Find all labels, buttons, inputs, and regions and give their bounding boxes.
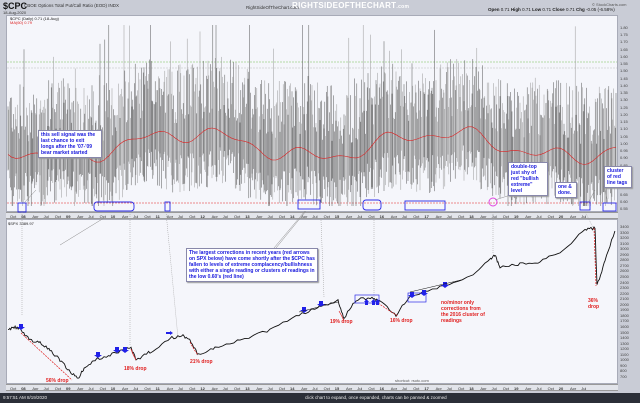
stockcharts-credit: © StockCharts.com: [592, 2, 627, 7]
drop-label-21: 21% drop: [190, 359, 213, 365]
note-sell-signal: this sell signal was the last chance to …: [38, 130, 102, 158]
drop-label-18: 18% drop: [124, 366, 147, 372]
cluster-boxes: [17, 199, 617, 213]
ma-legend: MA(60) 0.79: [10, 20, 33, 25]
site-text: RightSideOfTheChart.com: [246, 5, 299, 10]
double-top-marker: [488, 197, 498, 207]
ohlc-values: Open 0.71 High 0.71 Low 0.71 Close 0.71 …: [488, 7, 615, 12]
drop-label-19: 19% drop: [330, 319, 353, 325]
spx-series: [7, 226, 616, 379]
shortcut-url: shortcut: rsotc.com: [395, 378, 429, 383]
x-axis-bottom: Oct 08 Apr Jul Oct 09 Apr Jul Oct 10 Apr Jul Oct 11 Ap…: [6, 384, 618, 391]
note-largest-corrections: The largest corrections in recent years …: [186, 248, 318, 282]
note-double-top: double-top just shy of red "bullish extr…: [508, 162, 548, 196]
symbol-description: CBOE Options Total Put/Call Ratio (EOD) …: [24, 3, 119, 8]
expand-hint[interactable]: click chart to expand, once expanded, ch…: [305, 395, 447, 400]
chart-header: $CPC CBOE Options Total Put/Call Ratio (…: [0, 0, 640, 15]
note-one-done: one & done.: [555, 182, 577, 198]
symbol: $CPC: [3, 1, 28, 11]
drop-label-56: 56% drop: [46, 378, 69, 384]
drop-label-36: 36% drop: [588, 298, 600, 310]
spx-legend: $SPX 3389.97: [8, 221, 34, 226]
chart-date: 18-Aug-2020: [3, 10, 27, 15]
x-axis-top: Oct 08 Apr Jul Oct 09 Apr Jul Oct 10 Apr Jul Oct 11 Ap…: [6, 212, 618, 219]
status-bar: 9:57:51 AM 8/19/2020 click chart to expa…: [0, 393, 640, 403]
drop-label-16: 16% drop: [390, 318, 413, 324]
drop-arrows: [20, 227, 597, 381]
note-cluster: cluster of red line tags: [604, 166, 632, 188]
blue-arrows: [17, 282, 449, 358]
timestamp: 9:57:51 AM 8/19/2020: [3, 395, 48, 400]
brand-logo: RIGHTSIDEOFTHECHART.com: [292, 1, 410, 10]
note-no-minor: no/minor only corrections from the 2016 …: [441, 300, 485, 324]
cpc-legend: $CPC (Daily) 0.71 (18-Aug): [10, 16, 59, 21]
ma-series: [7, 126, 617, 165]
